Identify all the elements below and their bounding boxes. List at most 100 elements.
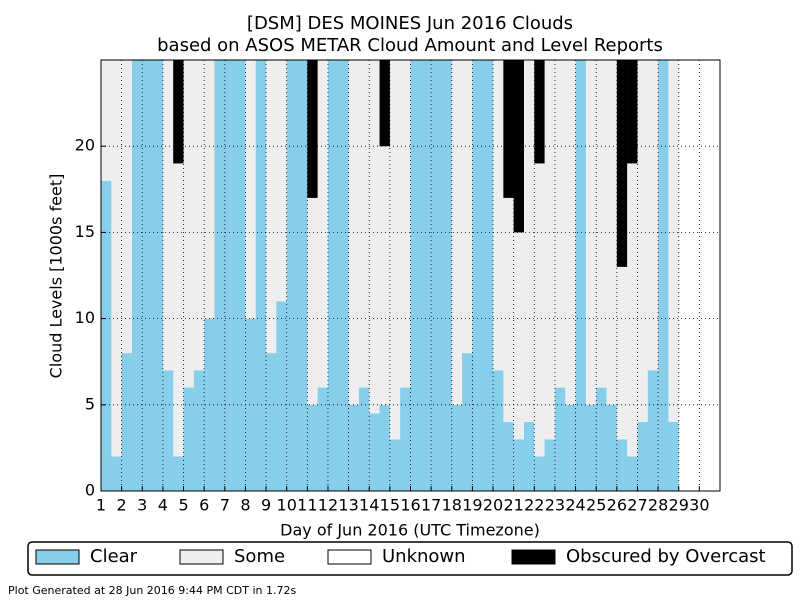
bar-segment: [101, 180, 112, 491]
y-tick-label: 10: [75, 308, 95, 327]
bar-segment: [575, 60, 587, 491]
bar-segment: [513, 439, 525, 491]
chart-subtitle: based on ASOS METAR Cloud Amount and Lev…: [157, 35, 663, 56]
x-tick-label: 16: [400, 496, 420, 515]
bar-segment: [276, 60, 287, 302]
bar-segment: [472, 60, 484, 491]
bar-segment: [183, 387, 195, 491]
bar-segment: [493, 370, 504, 491]
bar-segment: [534, 456, 545, 491]
x-tick-label: 6: [199, 496, 209, 515]
bar-segment: [379, 404, 391, 491]
bar-segment: [410, 60, 422, 491]
bar-segment: [678, 60, 690, 491]
bar-segment: [534, 163, 545, 457]
bar-segment: [348, 404, 360, 491]
bar-segment: [637, 60, 649, 423]
bar-segment: [462, 353, 473, 491]
bar-segment: [173, 456, 184, 491]
bar-segment: [379, 146, 391, 405]
y-axis-label: Cloud Levels [1000s feet]: [47, 174, 66, 379]
bar-segment: [214, 60, 226, 491]
bar-segment: [523, 422, 535, 491]
bar-segment: [606, 60, 618, 405]
x-tick-label: 28: [648, 496, 668, 515]
bar-segment: [358, 60, 370, 388]
bar-segment: [420, 60, 432, 491]
bar-segment: [668, 422, 680, 491]
x-tick-label: 10: [277, 496, 297, 515]
bar-segment: [606, 404, 618, 491]
x-tick-label: 18: [442, 496, 462, 515]
bar-segment: [152, 60, 164, 491]
x-tick-label: 17: [421, 496, 441, 515]
y-tick-label: 5: [85, 394, 95, 413]
bar-segment: [389, 439, 401, 491]
footer: Plot Generated at 28 Jun 2016 9:44 PM CD…: [8, 584, 297, 597]
bar-segment: [585, 60, 597, 405]
bar-segment: [369, 413, 380, 491]
y-tick-label: 20: [75, 136, 95, 155]
bar-segment: [400, 387, 411, 491]
bar-segment: [616, 60, 628, 267]
bar-segment: [451, 404, 463, 491]
bar-segment: [193, 60, 205, 371]
x-tick-label: 20: [483, 496, 503, 515]
bar-segment: [131, 60, 143, 491]
x-tick-label: 13: [338, 496, 358, 515]
bar-segment: [482, 60, 494, 491]
bar-segment: [193, 370, 205, 491]
x-tick-label: 1: [96, 496, 106, 515]
x-tick-label: 2: [117, 496, 127, 515]
bar-segment: [121, 353, 133, 491]
bar-segment: [544, 439, 556, 491]
bar-segment: [307, 404, 318, 491]
bar-segment: [369, 60, 380, 414]
x-tick-label: 25: [586, 496, 606, 515]
bar-segment: [173, 60, 184, 164]
x-tick-label: 5: [178, 496, 188, 515]
x-tick-label: 3: [137, 496, 147, 515]
bar-segment: [554, 60, 566, 388]
bar-segment: [173, 163, 184, 457]
x-tick-label: 24: [565, 496, 585, 515]
bar-segment: [101, 60, 112, 181]
bar-segment: [162, 370, 174, 491]
legend-label: Clear: [90, 546, 138, 567]
bar-segment: [616, 439, 628, 491]
chart-title: [DSM] DES MOINES Jun 2016 Clouds: [247, 13, 573, 34]
bar-segment: [503, 422, 514, 491]
bar-segment: [534, 60, 545, 164]
bar-segment: [513, 60, 525, 233]
bar-segment: [162, 60, 174, 371]
bar-segment: [441, 60, 453, 491]
bar-segment: [121, 60, 133, 354]
bar-segment: [699, 60, 710, 491]
x-tick-label: 12: [318, 496, 338, 515]
bar-segment: [596, 387, 607, 491]
legend-swatch: [35, 549, 80, 565]
legend-swatch: [327, 549, 372, 565]
bar-segment: [379, 60, 391, 147]
bar-segment: [276, 301, 287, 491]
bar-segment: [689, 60, 700, 491]
bar-segment: [565, 404, 576, 491]
x-tick-label: 27: [627, 496, 647, 515]
bar-segment: [183, 60, 195, 388]
bar-segment: [266, 353, 277, 491]
bar-segment: [709, 60, 721, 491]
bar-segment: [358, 387, 370, 491]
bar-segment: [523, 60, 535, 423]
legend-label: Unknown: [382, 546, 466, 567]
bar-segment: [307, 197, 318, 405]
bar-segment: [647, 60, 659, 371]
bar-segment: [565, 60, 576, 405]
bar-segment: [235, 60, 246, 491]
bar-segment: [627, 60, 638, 164]
x-tick-label: 9: [261, 496, 271, 515]
bar-segment: [493, 60, 504, 371]
x-tick-label: 14: [359, 496, 379, 515]
y-tick-label: 15: [75, 222, 95, 241]
bar-segment: [307, 60, 318, 198]
bar-segment: [224, 60, 236, 491]
